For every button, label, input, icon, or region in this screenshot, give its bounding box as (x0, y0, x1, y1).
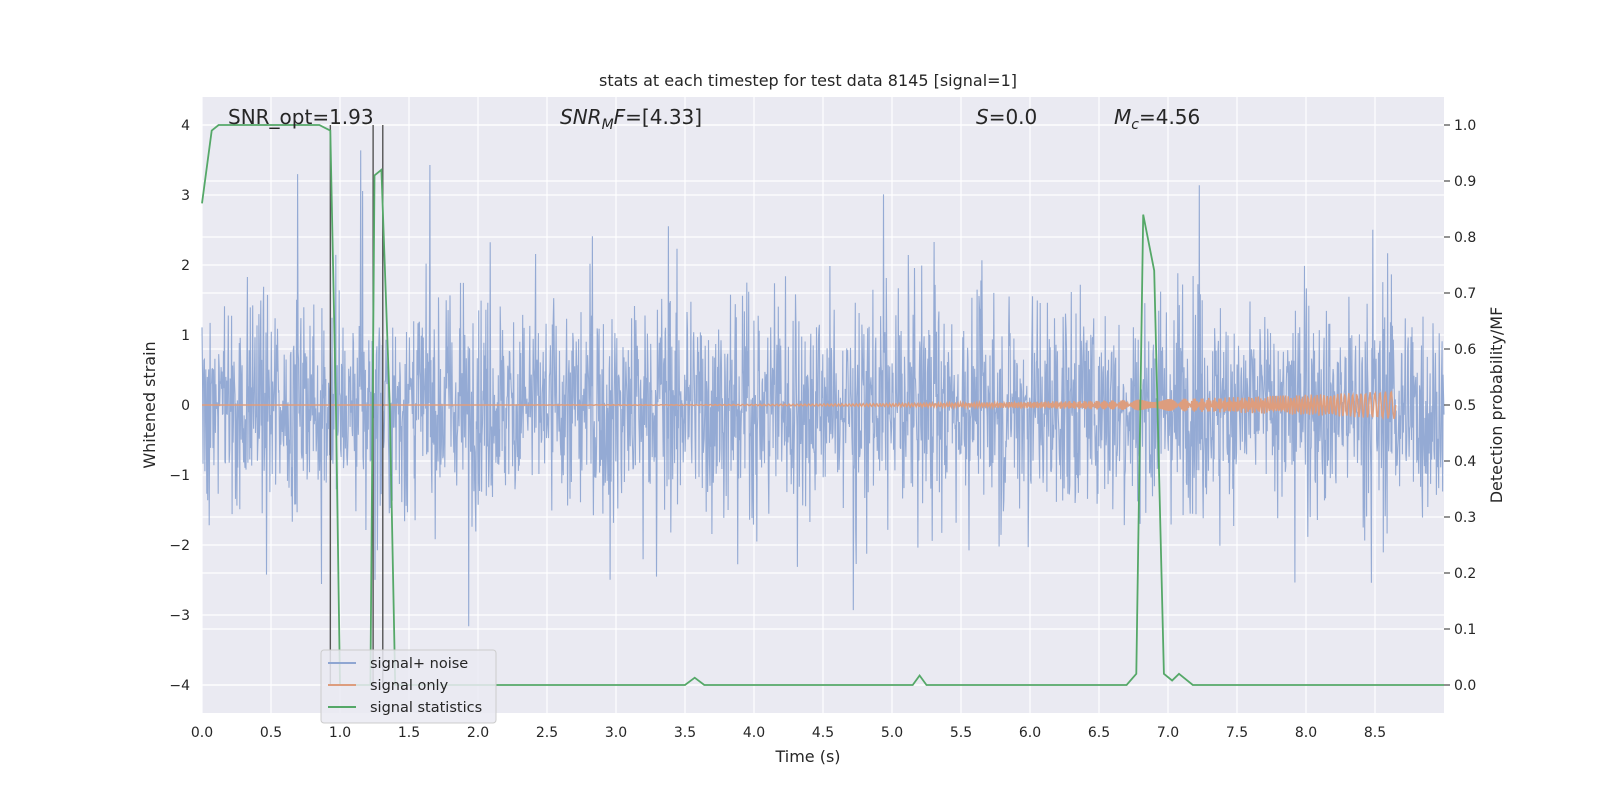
series-signal-noise (201, 150, 1445, 627)
x-tick-label: 0.0 (191, 725, 213, 741)
legend: signal+ noise signal only signal statist… (320, 649, 497, 724)
y-left-tick-label: 2 (181, 258, 190, 274)
y-right-tick-label: 0.1 (1454, 622, 1476, 638)
annotation-s-value: =0.0 (989, 105, 1038, 129)
x-tick-label: 5.5 (950, 725, 972, 741)
y-axis-label-left: Whitened strain (140, 341, 159, 468)
annotation-mc-base: M (1114, 105, 1131, 129)
annotation-snr-mf-sub: M (602, 117, 614, 133)
y-left-tick-label: 0 (181, 398, 190, 414)
x-tick-label: 6.0 (1019, 725, 1041, 741)
annotation-mc-value: =4.56 (1139, 105, 1200, 129)
signal-noise-line (201, 150, 1445, 627)
signal-statistics-line (201, 124, 1444, 686)
x-tick-label: 1.0 (329, 725, 351, 741)
legend-label-signal-only: signal only (370, 678, 449, 694)
annotation-mc: Mc=4.56 (1114, 105, 1200, 133)
annotation-snr-opt-value: =1.93 (312, 105, 373, 129)
x-tick-label: 5.0 (881, 725, 903, 741)
y-left-tick-label: −2 (169, 538, 190, 554)
series-signal-statistics (201, 124, 1444, 686)
y-right-tick-label: 0.2 (1454, 566, 1476, 582)
legend-label-signal-noise: signal+ noise (370, 656, 468, 672)
annotation-mc-sub: c (1131, 117, 1139, 133)
x-tick-labels: 0.0 0.5 1.0 1.5 2.0 2.5 3.0 3.5 4.0 4.5 5.0 5.5 6.0 6… (191, 725, 1386, 741)
y-right-tick-label: 0.3 (1454, 510, 1476, 526)
y-left-tick-labels: 4 3 2 1 0 −1 −2 −3 −4 (169, 118, 190, 694)
series-signal-only (202, 390, 1397, 421)
x-tick-label: 1.5 (398, 725, 420, 741)
x-tick-label: 7.0 (1157, 725, 1179, 741)
y-left-tick-label: 3 (181, 188, 190, 204)
chart-title: stats at each timestep for test data 814… (599, 71, 1017, 90)
y-left-tick-label: −1 (169, 468, 190, 484)
y-right-tick-label: 0.8 (1454, 230, 1476, 246)
x-tick-label: 7.5 (1226, 725, 1248, 741)
y-left-tick-label: 4 (181, 118, 190, 134)
annotation-snr-mf: SNRMF=[4.33] (560, 105, 702, 133)
annotation-s: S=0.0 (976, 105, 1037, 129)
annotation-s-symbol: S (976, 105, 989, 129)
y-right-tick-labels: 1.0 0.9 0.8 0.7 0.6 0.5 0.4 0.3 0.2 0.1 0.0 (1444, 118, 1476, 694)
x-tick-label: 4.0 (743, 725, 765, 741)
y-left-tick-label: 1 (181, 328, 190, 344)
y-right-tick-label: 0.5 (1454, 398, 1476, 414)
annotation-snr-opt: SNR_opt=1.93 (228, 105, 374, 129)
x-axis-label: Time (s) (774, 747, 840, 766)
x-tick-label: 3.0 (605, 725, 627, 741)
plot-area (201, 97, 1445, 713)
x-tick-label: 2.0 (467, 725, 489, 741)
annotation-snr-opt-label: SNR_opt (228, 105, 312, 129)
annotation-snr-mf-base: SNR (560, 105, 602, 129)
x-tick-label: 6.5 (1088, 725, 1110, 741)
x-tick-label: 3.5 (674, 725, 696, 741)
y-right-tick-label: 0.0 (1454, 678, 1476, 694)
x-tick-label: 2.5 (536, 725, 558, 741)
legend-box (320, 649, 497, 724)
y-left-tick-label: −3 (169, 608, 190, 624)
y-right-tick-label: 0.6 (1454, 342, 1476, 358)
annotation-snr-mf-rest: F (614, 105, 626, 129)
y-right-tick-label: 0.7 (1454, 286, 1476, 302)
x-tick-label: 4.5 (812, 725, 834, 741)
y-right-tick-label: 0.9 (1454, 174, 1476, 190)
legend-label-signal-statistics: signal statistics (370, 700, 482, 716)
annotations: SNR_opt=1.93 SNRMF=[4.33] S=0.0 Mc=4.56 (228, 105, 1200, 133)
x-tick-label: 8.5 (1364, 725, 1386, 741)
y-left-tick-label: −4 (169, 678, 190, 694)
y-right-tick-label: 1.0 (1454, 118, 1476, 134)
signal-only-line (202, 390, 1397, 421)
x-tick-label: 0.5 (260, 725, 282, 741)
x-tick-label: 8.0 (1295, 725, 1317, 741)
y-right-tick-label: 0.4 (1454, 454, 1476, 470)
y-axis-label-right: Detection probability/MF (1487, 307, 1506, 504)
annotation-snr-mf-value: =[4.33] (625, 105, 702, 129)
